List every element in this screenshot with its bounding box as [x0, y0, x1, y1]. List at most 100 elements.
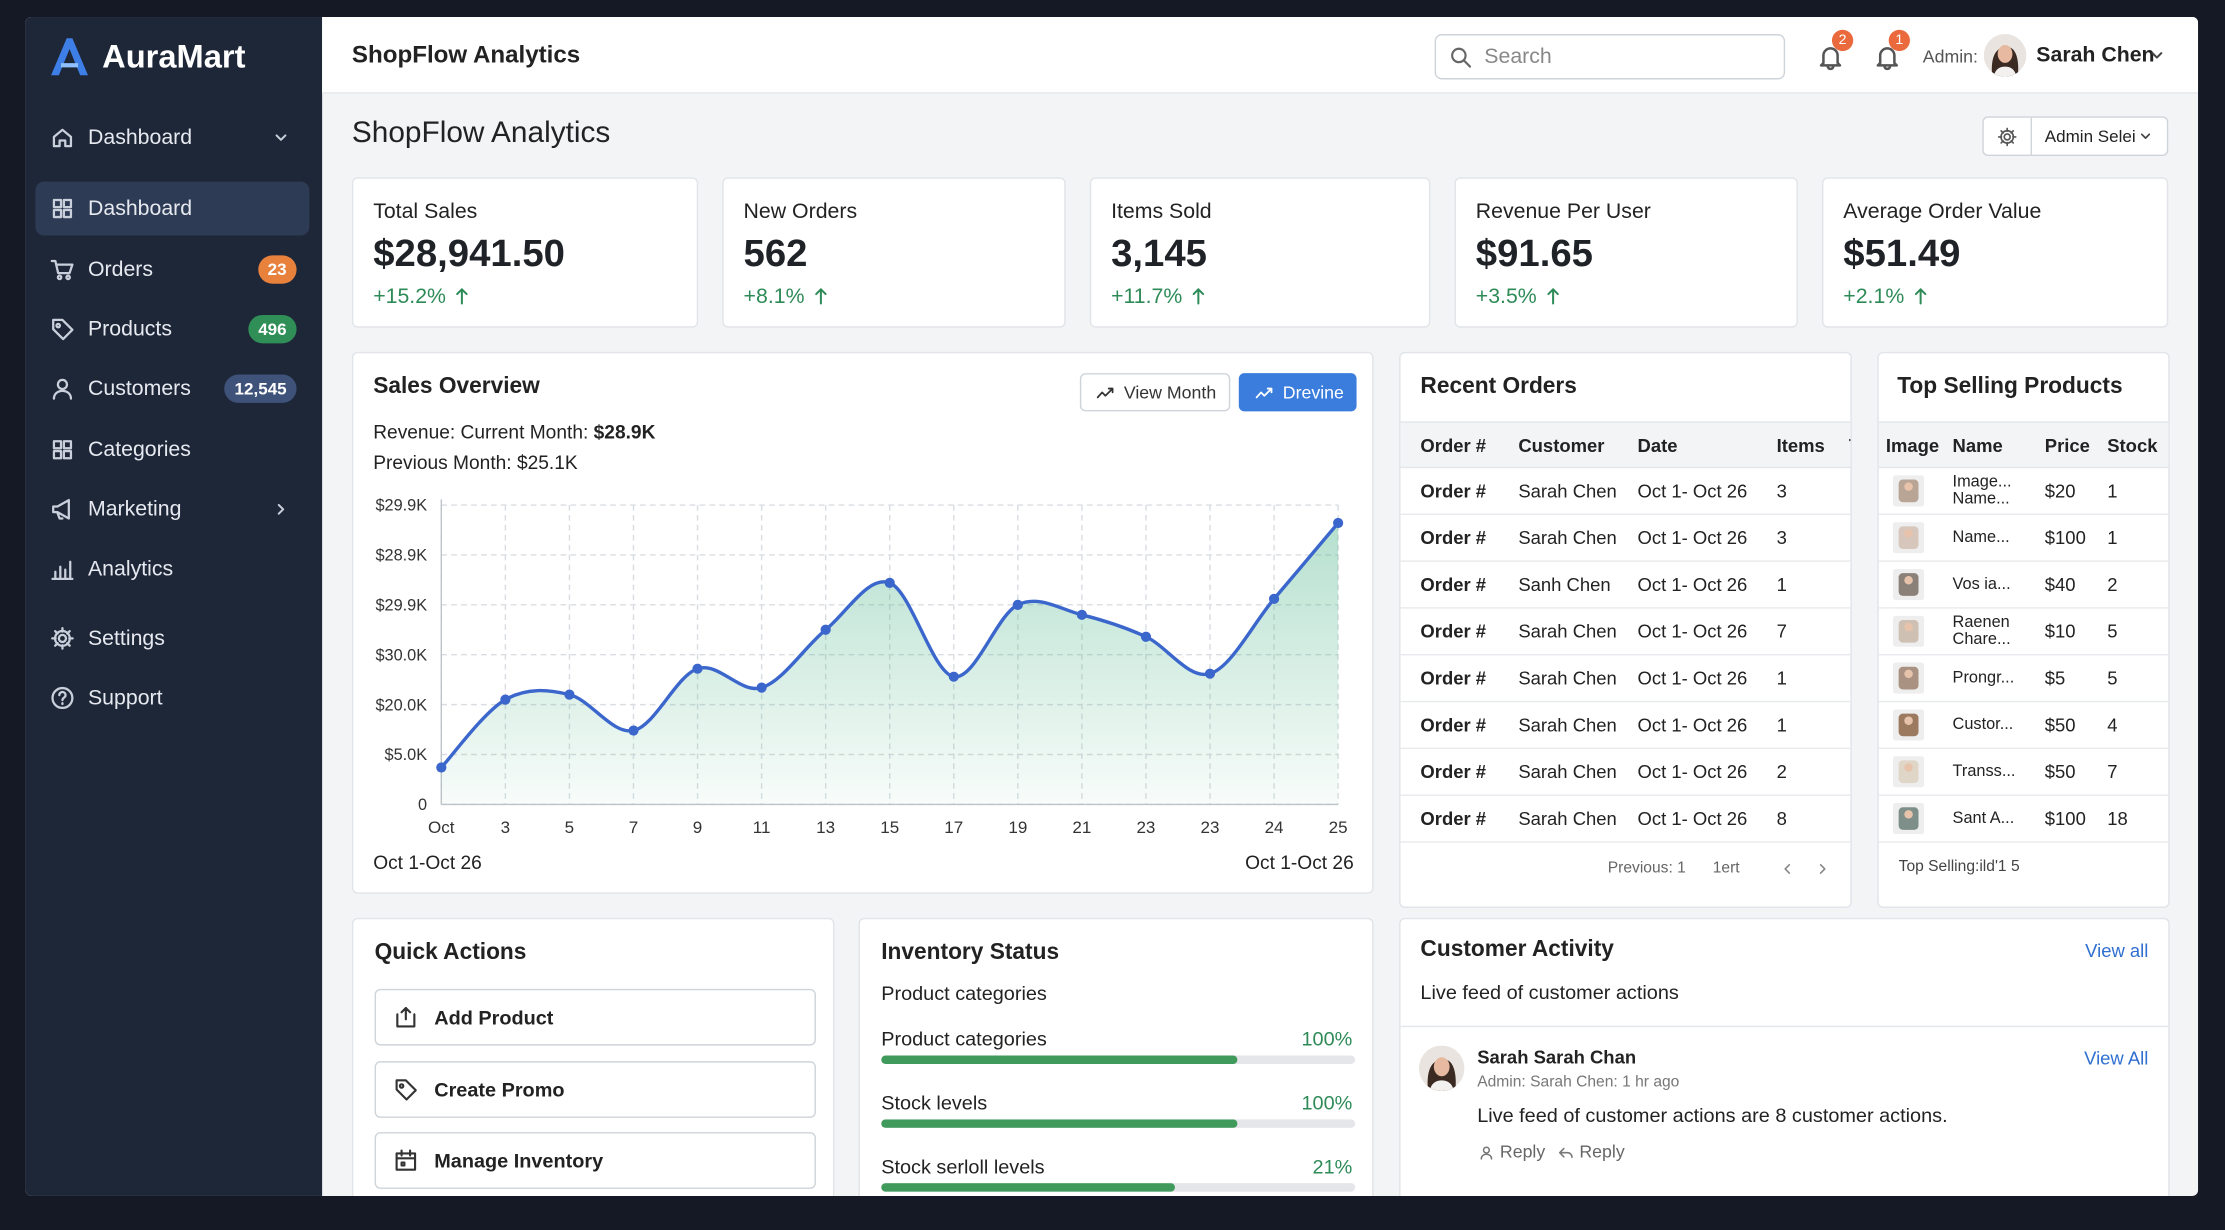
data-point [436, 762, 447, 773]
action-button[interactable]: Add Product [374, 988, 816, 1046]
progress-track [881, 1119, 1356, 1128]
icon-path [1429, 1080, 1454, 1091]
table-cell: Order # [1420, 527, 1487, 549]
icon-part [398, 1082, 405, 1089]
data-point [1268, 593, 1280, 604]
table-row[interactable]: Name... $100 1 [1878, 515, 2169, 562]
up-icon [1914, 287, 1927, 304]
table-row[interactable]: Image... Name... $20 1 [1878, 468, 2169, 515]
table-row[interactable]: Order # Sarah Chen Oct 1- Oct 26 1 [1400, 702, 1851, 750]
panel-title: Sales Overview [373, 374, 540, 399]
table-row[interactable]: Order # Sarah Chen Oct 1- Oct 26 7 [1400, 609, 1851, 656]
icon-part [2003, 132, 2011, 140]
bars-icon [51, 560, 74, 580]
chart-toggle-button[interactable]: Drevine [1238, 373, 1357, 412]
table-row[interactable]: Order # Sarah Chen Oct 1- Oct 26 8 [1400, 796, 1851, 843]
table-row[interactable]: Order # Sanh Chen Oct 1- Oct 26 1 [1400, 562, 1851, 609]
product-image [1892, 802, 1925, 835]
stat-change: +3.5% [1475, 284, 1537, 309]
table-row[interactable]: Custor... $50 4 [1878, 702, 2169, 750]
nav-badge: 12,545 [224, 374, 297, 403]
nav-item[interactable]: Dashboard [35, 181, 310, 236]
mega-icon [52, 498, 70, 520]
activity-link[interactable]: View All [2084, 1047, 2149, 1069]
reply-action[interactable]: Reply [1579, 1142, 1625, 1162]
search-placeholder: Search [1484, 44, 1552, 69]
product-name: Raenen Chare... [1952, 614, 2011, 649]
table-cell: Oct 1- Oct 26 [1637, 714, 1748, 736]
table-cell: Order # [1420, 667, 1487, 689]
nav-item[interactable]: Orders 23 [35, 243, 309, 297]
reply-action[interactable]: Reply [1499, 1142, 1546, 1162]
icon-part [1898, 760, 1919, 784]
table-row[interactable]: Order # Sarah Chen Oct 1- Oct 26 3 [1400, 468, 1851, 515]
icon-path [2151, 52, 2163, 59]
admin-selector[interactable]: Admin Selei [1982, 116, 2169, 157]
search-box[interactable]: Search [1434, 34, 1786, 80]
view-all-link[interactable]: View all [2085, 939, 2149, 962]
icon-part [1451, 46, 1467, 63]
nav-item[interactable]: Customers 12,545 [35, 362, 309, 416]
stat-card: Items Sold 3,145 +11.7% [1089, 177, 1431, 328]
table-header: Image Name Price Stock [1878, 421, 2169, 469]
icon-path [277, 503, 285, 515]
y-tick-label: $29.9K [375, 497, 427, 515]
product-name: Transs... [1952, 763, 2016, 781]
table-row[interactable]: Vos ia... $40 2 [1878, 562, 2169, 609]
icon-path [1826, 65, 1835, 71]
gear-icon [51, 627, 74, 650]
stat-label: Average Order Value [1843, 199, 2042, 224]
icon-path [52, 498, 70, 520]
cart-icon [50, 259, 74, 281]
down-icon [275, 134, 287, 141]
home-icon [52, 128, 73, 148]
icon-part [1898, 666, 1919, 690]
top-bar-title: ShopFlow Analytics [351, 41, 581, 69]
action-button[interactable]: Manage Inventory [374, 1132, 816, 1189]
icon-part [55, 322, 62, 329]
icon-part [1419, 1045, 1465, 1091]
table-row[interactable]: Prongr... $5 5 [1878, 655, 2169, 703]
table-row[interactable]: Raenen Chare... $10 5 [1878, 609, 2169, 656]
progress-fill [881, 1055, 1237, 1065]
nav-badge: 23 [257, 255, 297, 284]
table-row[interactable]: Order # Sarah Chen Oct 1- Oct 26 3 [1400, 515, 1851, 562]
product-price: $100 [2044, 807, 2086, 830]
product-image [1892, 568, 1925, 601]
notification-button[interactable]: 1 [1872, 29, 1910, 72]
product-name: Vos ia... [1952, 575, 2011, 594]
stat-change: +8.1% [743, 284, 805, 309]
stat-value: 562 [743, 231, 808, 275]
nav-item[interactable]: Marketing [35, 482, 309, 536]
icon-part [1904, 810, 1913, 819]
revenue-previous: Previous Month: $25.1K [373, 451, 578, 474]
table-row[interactable]: Order # Sarah Chen Oct 1- Oct 26 2 [1400, 749, 1851, 796]
table-cell: 1 [1776, 667, 1787, 689]
nav-item[interactable]: Support [35, 671, 309, 725]
table-row[interactable]: Transs... $50 7 [1878, 749, 2169, 796]
nav-item[interactable]: Analytics [35, 542, 309, 596]
product-stock: 2 [2107, 573, 2118, 596]
table-row[interactable]: Order # Sarah Chen Oct 1- Oct 26 1 [1400, 655, 1851, 703]
nav-item[interactable]: Products 496 [35, 302, 309, 356]
chart-toggle-button[interactable]: View Month [1079, 373, 1231, 412]
action-button[interactable]: Create Promo [374, 1060, 816, 1118]
nav-item[interactable]: Dashboard [35, 111, 309, 165]
nav-item[interactable]: Categories [35, 423, 309, 477]
icon-path [396, 1006, 416, 1028]
down-icon [2140, 133, 2151, 139]
product-image [1892, 709, 1925, 741]
nav-item[interactable]: Settings [35, 611, 309, 665]
range-end: Oct 1-Oct 26 [1245, 851, 1354, 874]
icon-path [58, 690, 67, 706]
stat-card: New Orders 562 +8.1% [722, 177, 1066, 328]
table-row[interactable]: Sant A... $100 18 [1878, 796, 2169, 843]
user-name[interactable]: Sarah Chen [2036, 43, 2155, 68]
bell-icon [1876, 47, 1899, 71]
icon-path [1462, 58, 1472, 67]
x-tick-label: 25 [1329, 818, 1348, 837]
stat-card: Average Order Value $51.49 +2.1% [1822, 177, 2169, 328]
notification-button[interactable]: 2 [1815, 29, 1854, 72]
left-icon [1784, 863, 1791, 874]
